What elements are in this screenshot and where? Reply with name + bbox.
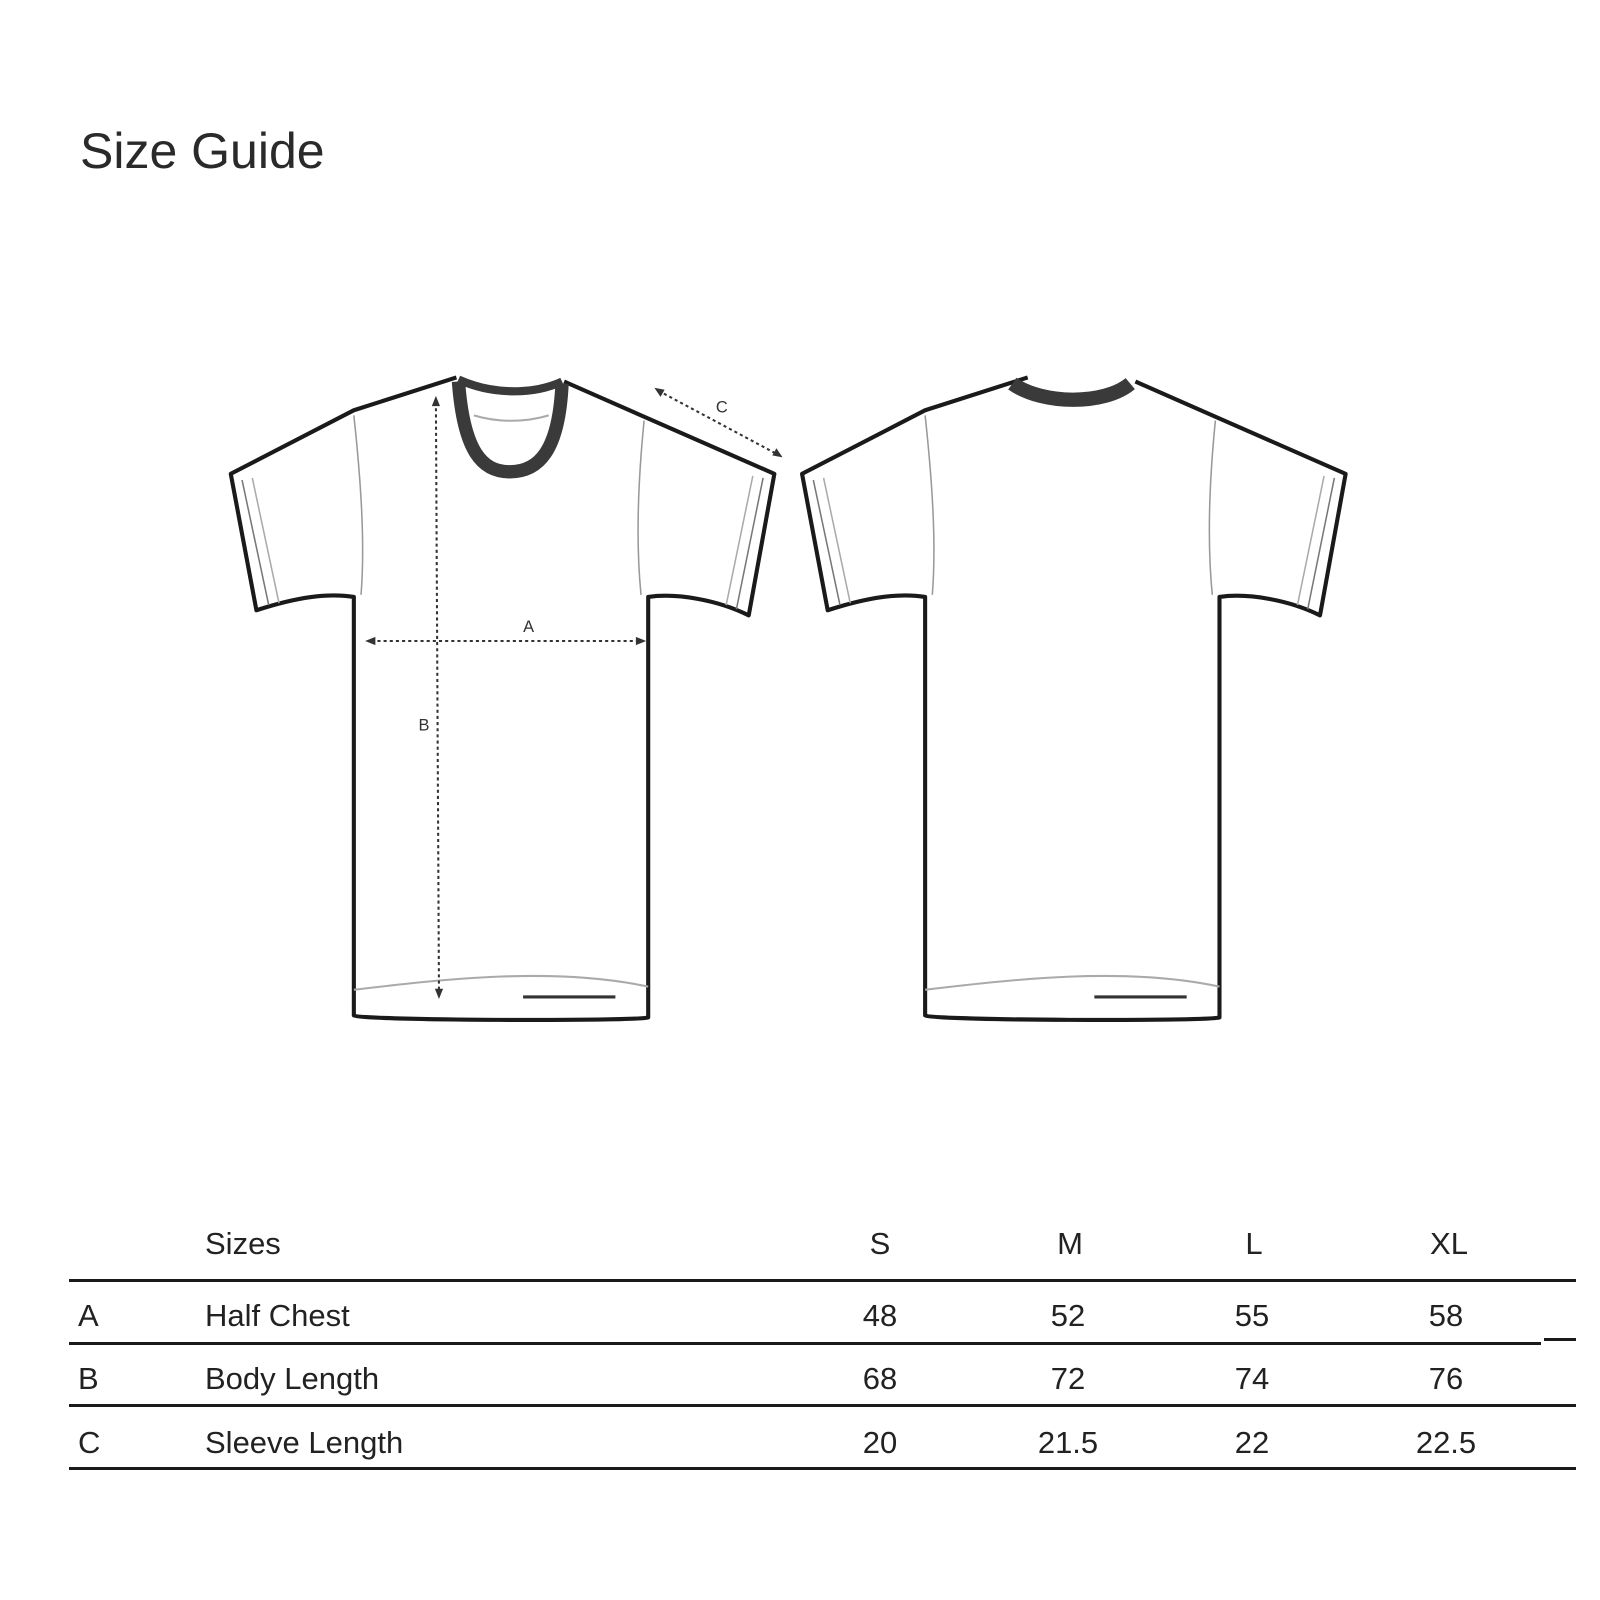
back-collar — [1008, 377, 1135, 407]
value-s: 20 — [862, 1425, 898, 1460]
dimension-c — [657, 389, 778, 456]
row-key: A — [78, 1298, 99, 1333]
header-size-l: L — [1245, 1226, 1263, 1261]
header-size-s: S — [869, 1226, 891, 1261]
row-label: Sleeve Length — [205, 1425, 404, 1460]
value-xl: 22.5 — [1415, 1425, 1477, 1460]
value-s: 48 — [862, 1298, 898, 1333]
divider — [69, 1467, 1576, 1470]
label-a: A — [523, 618, 534, 636]
front-collar — [451, 381, 569, 479]
value-m: 52 — [1050, 1298, 1086, 1333]
front-shirt: A B C — [231, 377, 783, 1020]
row-label: Body Length — [205, 1361, 380, 1396]
divider — [69, 1404, 1576, 1407]
label-c: C — [716, 398, 728, 416]
value-l: 74 — [1234, 1361, 1270, 1396]
divider — [69, 1279, 1576, 1282]
divider-stub — [1544, 1338, 1576, 1341]
page-title: Size Guide — [80, 123, 325, 179]
dimension-lines — [371, 389, 778, 993]
back-shirt — [802, 377, 1346, 1020]
row-label: Half Chest — [205, 1298, 350, 1333]
dimension-b — [434, 402, 440, 993]
value-l: 22 — [1234, 1425, 1270, 1460]
value-xl: 76 — [1428, 1361, 1464, 1396]
header-size-xl: XL — [1430, 1226, 1468, 1261]
row-key: B — [78, 1361, 99, 1396]
row-key: C — [78, 1425, 101, 1460]
label-b: B — [418, 716, 429, 734]
value-s: 68 — [862, 1361, 898, 1396]
value-m: 21.5 — [1037, 1425, 1099, 1460]
header-size-m: M — [1057, 1226, 1083, 1261]
value-xl: 58 — [1428, 1298, 1464, 1333]
value-l: 55 — [1234, 1298, 1270, 1333]
header-sizes: Sizes — [205, 1226, 281, 1261]
value-m: 72 — [1050, 1361, 1086, 1396]
divider — [69, 1342, 1541, 1345]
